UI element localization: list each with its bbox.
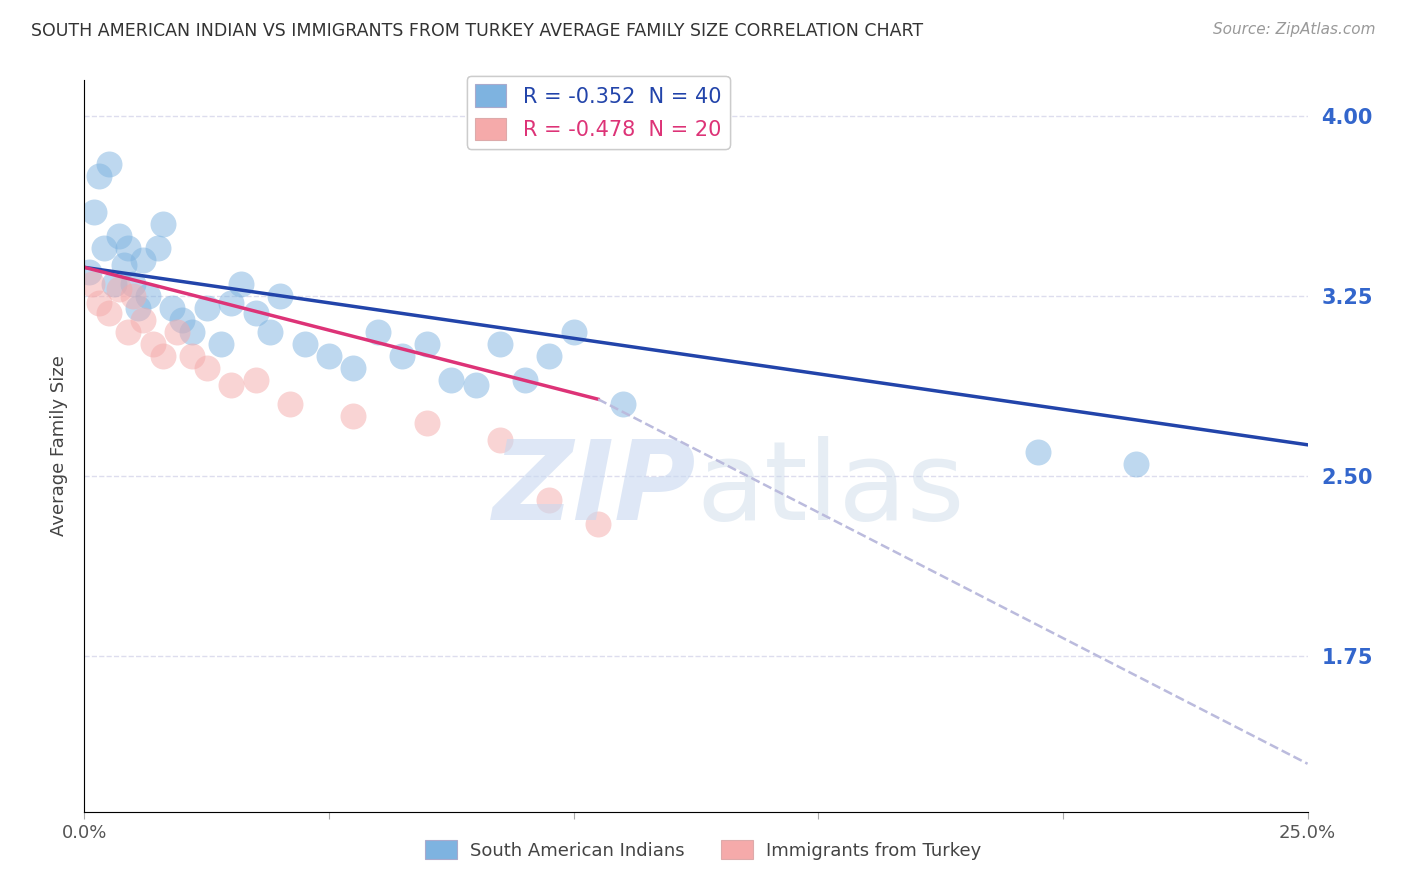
Point <box>87 169 110 184</box>
Point <box>77 265 100 279</box>
Point <box>562 325 585 339</box>
Point <box>195 361 218 376</box>
Point <box>162 301 184 315</box>
Point <box>117 325 139 339</box>
Point <box>136 289 159 303</box>
Point <box>97 157 120 171</box>
Point <box>83 205 105 219</box>
Point <box>1028 445 1050 459</box>
Point <box>464 377 486 392</box>
Point <box>538 492 561 507</box>
Point <box>489 337 512 351</box>
Text: Source: ZipAtlas.com: Source: ZipAtlas.com <box>1212 22 1375 37</box>
Point <box>586 516 609 531</box>
Text: ZIP: ZIP <box>492 436 696 543</box>
Text: atlas: atlas <box>696 436 965 543</box>
Y-axis label: Average Family Size: Average Family Size <box>49 356 67 536</box>
Point <box>513 373 536 387</box>
Point <box>229 277 252 292</box>
Point <box>416 416 439 430</box>
Point <box>97 306 120 320</box>
Point <box>416 337 439 351</box>
Point <box>132 253 155 268</box>
Point <box>122 277 145 292</box>
Point <box>122 289 145 303</box>
Point <box>93 241 115 255</box>
Point <box>181 325 204 339</box>
Point <box>538 349 561 363</box>
Point <box>318 349 340 363</box>
Point <box>112 258 135 272</box>
Point <box>219 377 242 392</box>
Point <box>269 289 291 303</box>
Point <box>440 373 463 387</box>
Point <box>132 313 155 327</box>
Point <box>146 241 169 255</box>
Point <box>219 296 242 310</box>
Point <box>245 306 267 320</box>
Point <box>342 361 364 376</box>
Point <box>294 337 316 351</box>
Point <box>142 337 165 351</box>
Point <box>367 325 389 339</box>
Text: SOUTH AMERICAN INDIAN VS IMMIGRANTS FROM TURKEY AVERAGE FAMILY SIZE CORRELATION : SOUTH AMERICAN INDIAN VS IMMIGRANTS FROM… <box>31 22 924 40</box>
Legend: South American Indians, Immigrants from Turkey: South American Indians, Immigrants from … <box>418 833 988 867</box>
Point <box>489 433 512 447</box>
Point <box>1125 457 1147 471</box>
Point <box>342 409 364 423</box>
Point <box>245 373 267 387</box>
Point <box>195 301 218 315</box>
Point <box>107 229 129 244</box>
Point <box>278 397 301 411</box>
Point <box>152 217 174 231</box>
Point <box>127 301 149 315</box>
Point <box>612 397 634 411</box>
Point <box>87 296 110 310</box>
Point <box>103 277 125 292</box>
Point <box>166 325 188 339</box>
Point <box>181 349 204 363</box>
Point <box>259 325 281 339</box>
Point <box>152 349 174 363</box>
Point <box>117 241 139 255</box>
Point <box>209 337 232 351</box>
Legend: R = -0.352  N = 40, R = -0.478  N = 20: R = -0.352 N = 40, R = -0.478 N = 20 <box>467 76 730 149</box>
Point <box>391 349 413 363</box>
Point <box>107 282 129 296</box>
Point <box>80 277 103 292</box>
Point <box>172 313 194 327</box>
